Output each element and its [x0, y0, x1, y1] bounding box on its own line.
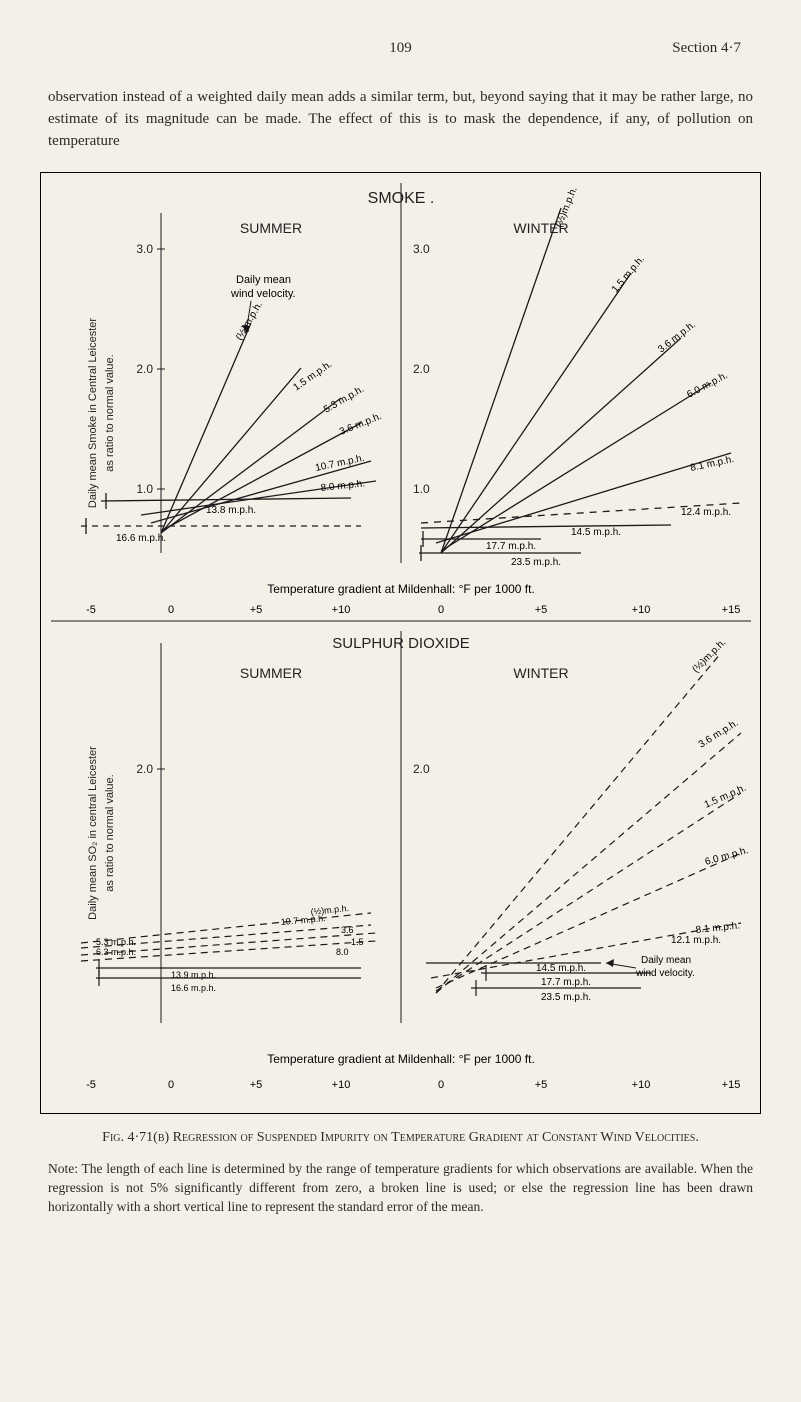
- winter-label-bot: WINTER: [513, 665, 568, 681]
- svg-text:+10: +10: [332, 1079, 351, 1091]
- smoke-w-81: 8.1 m.p.h.: [689, 454, 735, 474]
- so2-w-60: 6.0 m.p.h.: [704, 845, 750, 868]
- smoke-ytick-w2: 2.0: [413, 362, 430, 376]
- smoke-w-124: 12.4 m.p.h.: [681, 507, 731, 518]
- smoke-ytick-w1: 1.0: [413, 482, 430, 496]
- so2-w-jmph: (½)m.p.h.: [690, 637, 728, 675]
- smoke-y-label-1: Daily mean Smoke in Central Leicester: [87, 318, 99, 508]
- svg-text:+15: +15: [722, 604, 741, 616]
- svg-text:+5: +5: [250, 1079, 263, 1091]
- svg-text:0: 0: [168, 604, 174, 616]
- figure-note: Note: The length of each line is determi…: [0, 1148, 801, 1217]
- so2-y-label-2: as ratio to normal value.: [104, 775, 116, 892]
- svg-text:0: 0: [438, 1079, 444, 1091]
- smoke-s-107: 10.7 m.p.h.: [314, 453, 365, 474]
- smoke-s-half: (½)m.p.h.: [234, 300, 265, 343]
- smoke-w-235: 23.5 m.p.h.: [511, 557, 561, 568]
- so2-s-63: 6.3 m.p.h.: [96, 947, 136, 957]
- smoke-w-177: 17.7 m.p.h.: [486, 541, 536, 552]
- xticks-bot: -5 0 +5 +10 0 +5 +10 +15: [86, 1079, 740, 1091]
- smoke-w-60: 6.0 m.p.h.: [685, 370, 729, 401]
- smoke-w-36: 3.6 m.p.h.: [656, 320, 698, 356]
- svg-text:+15: +15: [722, 1079, 741, 1091]
- page: 109 Section 4·7 observation instead of a…: [0, 0, 801, 1402]
- caption-lead: Fig. 4·71(b): [102, 1130, 169, 1145]
- so2-w-121: 12.1 m.p.h.: [671, 935, 721, 946]
- smoke-ytick-3: 3.0: [136, 242, 153, 256]
- x-axis-label-bot: Temperature gradient at Mildenhall: °F p…: [267, 1052, 535, 1066]
- page-header: 109 Section 4·7: [0, 0, 801, 57]
- smoke-ytick-2: 2.0: [136, 362, 153, 376]
- smoke-s-166: 16.6 m.p.h.: [116, 533, 166, 544]
- xticks-top: -5 0 +5 +10 0 +5 +10 +15: [86, 604, 740, 616]
- so2-dm-2: wind velocity.: [635, 968, 695, 979]
- smoke-y-label-2: as ratio to normal value.: [104, 355, 116, 472]
- so2-w-235: 23.5 m.p.h.: [541, 992, 591, 1003]
- so2-s-80: 8.0: [336, 947, 349, 957]
- smoke-s-36: 3.6 m.p.h.: [338, 411, 383, 438]
- note-lead: Note:: [48, 1161, 78, 1176]
- svg-text:+5: +5: [535, 604, 548, 616]
- so2-s-36: 3.6: [341, 925, 354, 935]
- smoke-s-80: 8.0 m.p.h.: [320, 479, 365, 495]
- figure-frame: SMOKE . SUMMER WINTER 3.0 2.0 1.0 3.0 2.…: [40, 172, 761, 1114]
- svg-text:-5: -5: [86, 604, 96, 616]
- smoke-s-15: 1.5 m.p.h.: [291, 359, 334, 394]
- svg-text:0: 0: [438, 604, 444, 616]
- so2-y-label-1: Daily mean SO₂ in central Leicester: [87, 746, 99, 920]
- smoke-s-138: 13.8 m.p.h.: [206, 505, 256, 516]
- so2-s-53: 5.3 m.p.h.: [96, 937, 136, 947]
- so2-s-166: 16.6 m.p.h.: [171, 983, 216, 993]
- page-number: 109: [389, 40, 412, 57]
- caption-rest: Regression of Suspended Impurity on Temp…: [173, 1130, 699, 1145]
- body-paragraph: observation instead of a weighted daily …: [0, 57, 801, 162]
- so2-ytick-w: 2.0: [413, 762, 430, 776]
- smoke-ytick-1: 1.0: [136, 482, 153, 496]
- svg-text:+10: +10: [632, 604, 651, 616]
- smoke-w-15: 1.5 m.p.h.: [610, 254, 647, 295]
- svg-text:+10: +10: [332, 604, 351, 616]
- summer-label-bot: SUMMER: [240, 665, 302, 681]
- so2-dm-1: Daily mean: [641, 955, 691, 966]
- so2-ytick: 2.0: [136, 762, 153, 776]
- so2-w-145: 14.5 m.p.h.: [536, 963, 586, 974]
- smoke-title: SMOKE .: [368, 190, 435, 207]
- so2-w-177: 17.7 m.p.h.: [541, 977, 591, 988]
- figure-svg: SMOKE . SUMMER WINTER 3.0 2.0 1.0 3.0 2.…: [41, 173, 761, 1113]
- daily-mean-label-1: Daily mean: [236, 274, 291, 286]
- smoke-summer-lines: [81, 323, 376, 534]
- smoke-w-145: 14.5 m.p.h.: [571, 527, 621, 538]
- so2-s-15: 1.5: [351, 937, 364, 947]
- so2-w-15: 1.5 m.p.h.: [703, 783, 748, 811]
- so2-w-81: 8.1 m.p.h.: [695, 921, 740, 937]
- note-text: The length of each line is determined by…: [48, 1161, 753, 1214]
- svg-text:+5: +5: [535, 1079, 548, 1091]
- sulphur-title: SULPHUR DIOXIDE: [332, 635, 470, 652]
- svg-text:+5: +5: [250, 604, 263, 616]
- x-axis-label-top: Temperature gradient at Mildenhall: °F p…: [267, 582, 535, 596]
- figure-caption: Fig. 4·71(b) Regression of Suspended Imp…: [0, 1114, 801, 1148]
- svg-text:-5: -5: [86, 1079, 96, 1091]
- smoke-ytick-w3: 3.0: [413, 242, 430, 256]
- smoke-s-53: 5.3 m.p.h.: [322, 384, 366, 416]
- section-number: Section 4·7: [672, 40, 741, 57]
- so2-w-36: 3.6 m.p.h.: [697, 718, 741, 751]
- so2-s-139: 13.9 m.p.h.: [171, 970, 216, 980]
- daily-mean-label-2: wind velocity.: [230, 288, 296, 300]
- summer-label-top: SUMMER: [240, 220, 302, 236]
- svg-text:0: 0: [168, 1079, 174, 1091]
- svg-text:+10: +10: [632, 1079, 651, 1091]
- so2-s-107: 10.7 m.p.h.: [280, 913, 326, 927]
